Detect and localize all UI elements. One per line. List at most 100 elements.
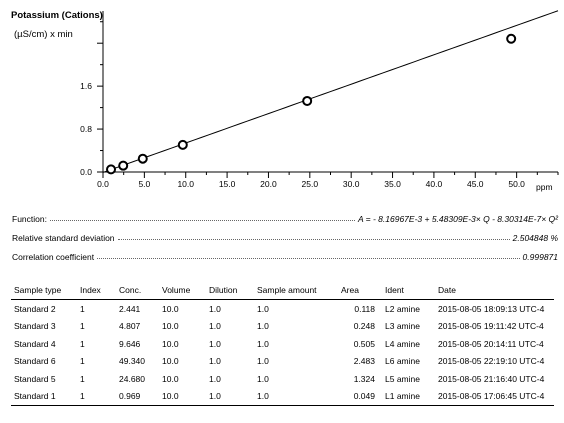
table-cell: Standard 1 (11, 387, 77, 406)
table-cell: 0.969 (116, 387, 159, 406)
column-header: Sample type (11, 282, 77, 300)
table-cell: 2015-08-05 20:14:11 UTC-4 (438, 338, 544, 349)
table-cell: 1.0 (209, 321, 221, 332)
table-cell: L4 amine (385, 338, 420, 349)
x-tick-label: 50.0 (508, 179, 525, 189)
chart-ticks: 0.0 5.0 10.0 15.0 20.0 25.0 30.0 35.0 40.0 45.0 50… (80, 21, 559, 189)
correlation-label: Correlation coefficient (12, 252, 95, 262)
leader-dots (97, 258, 520, 259)
table-cell: 0.118 (354, 303, 375, 314)
table-cell: 1.0 (206, 387, 254, 406)
table-row: Standard 2 1 2.441 10.0 1.0 1.0 0.118 L2… (11, 300, 554, 318)
table-cell: 2015-08-05 22:19:10 UTC-4 (438, 356, 545, 367)
table-cell: 1.0 (257, 373, 269, 384)
samples-table: Sample type Index Conc. Volume Dilution … (11, 282, 554, 406)
column-header: Dilution (206, 282, 254, 300)
table-cell: 2.483 (353, 356, 375, 367)
table-row: Standard 5 1 24.680 10.0 1.0 1.0 1.324 L… (11, 370, 554, 388)
table-cell: 4.807 (119, 321, 141, 332)
x-tick-label: 30.0 (343, 179, 360, 189)
function-label: Function: (12, 214, 47, 224)
table-cell: L1 amine (382, 387, 435, 406)
x-tick-label: 15.0 (219, 179, 236, 189)
table-cell: L6 amine (385, 356, 420, 367)
column-header: Sample amount (254, 282, 338, 300)
table-cell: 1.0 (257, 356, 269, 367)
table-row: Standard 3 1 4.807 10.0 1.0 1.0 0.248 L3… (11, 318, 554, 336)
table-cell: L5 amine (385, 373, 420, 384)
fit-curve (102, 10, 559, 173)
table-cell: 1 (77, 387, 116, 406)
x-tick-label: 25.0 (302, 179, 319, 189)
table-cell: 1 (80, 356, 85, 367)
table-cell: 10.0 (162, 338, 179, 349)
x-tick-label: 35.0 (384, 179, 401, 189)
table-cell: 1.0 (209, 303, 221, 314)
table-cell: L2 amine (385, 303, 420, 314)
data-point (177, 139, 188, 150)
table-cell: 2015-08-05 18:09:13 UTC-4 (438, 303, 545, 314)
table-cell: 0.049 (338, 387, 382, 406)
table-cell: 2015-08-05 17:06:45 UTC-4 (435, 387, 554, 406)
x-tick-label: 20.0 (260, 179, 277, 189)
data-point (137, 153, 148, 164)
table-cell: L3 amine (385, 321, 420, 332)
correlation-value: 0.999871 (522, 252, 558, 262)
table-cell: 1.0 (257, 338, 269, 349)
table-cell: 1.324 (353, 373, 375, 384)
calibration-chart: 0.0 5.0 10.0 15.0 20.0 25.0 30.0 35.0 40.0 45.0 50… (80, 10, 559, 192)
table-cell: 49.340 (119, 356, 145, 367)
x-tick-label: 40.0 (426, 179, 443, 189)
table-cell: 9.646 (119, 338, 141, 349)
column-header: Area (338, 282, 382, 300)
y-tick-label: 1.6 (80, 81, 92, 91)
data-point (506, 33, 517, 44)
x-axis-label: ppm (536, 182, 553, 192)
table-row: Standard 4 1 9.646 10.0 1.0 1.0 0.505 L4… (11, 335, 554, 353)
table-cell: Standard 6 (14, 356, 56, 367)
data-point (118, 160, 129, 171)
x-tick-label: 5.0 (138, 179, 150, 189)
table-cell: 10.0 (159, 387, 206, 406)
y-tick-label: 0.8 (80, 124, 92, 134)
data-point (106, 164, 117, 175)
leader-dots (117, 239, 510, 240)
table-cell: 1.0 (209, 356, 221, 367)
table-cell: 0.505 (353, 338, 375, 349)
table-cell: 1.0 (257, 303, 269, 314)
table-cell: 1 (80, 321, 85, 332)
table-cell: 24.680 (119, 373, 145, 384)
table-header-row: Sample type Index Conc. Volume Dilution … (11, 282, 554, 300)
table-cell: 1 (80, 303, 85, 314)
x-tick-label: 45.0 (467, 179, 484, 189)
table-cell: Standard 2 (14, 303, 56, 314)
table-cell: 2015-08-05 21:16:40 UTC-4 (438, 373, 545, 384)
table-cell: 1.0 (254, 387, 338, 406)
table-cell: 2015-08-05 19:11:42 UTC-4 (438, 321, 544, 332)
fit-curve-group (102, 10, 559, 173)
table-cell: 1.0 (257, 321, 269, 332)
table-cell: 1 (80, 373, 85, 384)
data-point (302, 95, 313, 106)
table-cell: 2.441 (119, 303, 141, 314)
function-value: A = - 8.16967E-3 + 5.48309E-3× Q - 8.303… (357, 214, 558, 224)
table-cell: 10.0 (162, 303, 179, 314)
table-cell: 1.0 (209, 338, 221, 349)
correlation-row: Correlation coefficient 0.999871 (12, 250, 558, 262)
rsd-value: 2.504848 % (512, 233, 558, 243)
table-cell: 0.248 (353, 321, 375, 332)
rsd-row: Relative standard deviation 2.504848 % (12, 231, 558, 243)
function-row: Function: A = - 8.16967E-3 + 5.48309E-3×… (12, 212, 558, 224)
table-cell: 10.0 (162, 373, 179, 384)
chart-title: Potassium (Cations) (11, 10, 103, 21)
y-axis-label: (µS/cm) x min (14, 29, 73, 40)
column-header: Ident (382, 282, 435, 300)
column-header: Index (77, 282, 116, 300)
table-cell: Standard 4 (14, 338, 56, 349)
x-tick-label: 0.0 (97, 179, 109, 189)
table-cell: 1.0 (209, 373, 221, 384)
table-cell: 10.0 (162, 321, 179, 332)
y-tick-label: 0.0 (80, 167, 92, 177)
table-cell: 10.0 (162, 356, 179, 367)
table-row: Standard 6 1 49.340 10.0 1.0 1.0 2.483 L… (11, 353, 554, 371)
